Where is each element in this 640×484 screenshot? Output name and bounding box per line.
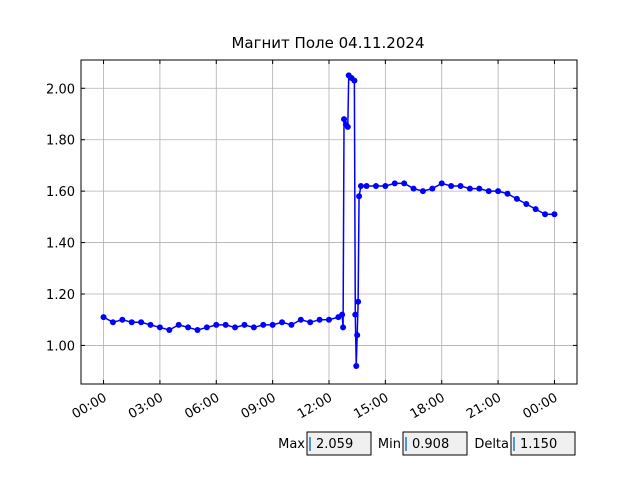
widget-value: 1.150 bbox=[520, 437, 557, 452]
data-point bbox=[326, 316, 332, 323]
data-point bbox=[485, 188, 492, 195]
data-point bbox=[128, 319, 135, 326]
data-point bbox=[495, 188, 502, 195]
widget-label: Max bbox=[278, 437, 305, 452]
widget-label: Delta bbox=[474, 437, 509, 452]
data-point bbox=[341, 116, 348, 123]
data-point bbox=[109, 319, 116, 326]
data-point bbox=[356, 193, 363, 200]
data-point bbox=[279, 319, 286, 326]
data-point bbox=[354, 332, 361, 339]
data-point bbox=[372, 183, 379, 189]
data-point bbox=[410, 185, 417, 192]
data-point bbox=[288, 321, 295, 328]
text-box[interactable] bbox=[402, 431, 468, 456]
data-point bbox=[339, 311, 346, 318]
data-point bbox=[353, 363, 360, 369]
data-point bbox=[551, 211, 558, 218]
data-point bbox=[175, 321, 182, 328]
data-point bbox=[194, 327, 201, 333]
text-box[interactable] bbox=[306, 431, 372, 456]
y-tick-label: 1.20 bbox=[46, 288, 75, 303]
data-point bbox=[429, 185, 436, 192]
data-point bbox=[147, 321, 154, 328]
data-point bbox=[504, 190, 511, 197]
data-point bbox=[241, 321, 248, 328]
data-point bbox=[351, 77, 358, 84]
y-tick-label: 1.40 bbox=[46, 237, 75, 252]
data-point bbox=[357, 183, 364, 189]
data-point bbox=[222, 321, 229, 328]
data-point bbox=[156, 324, 163, 331]
axes-frame bbox=[80, 59, 578, 385]
data-point bbox=[297, 316, 304, 323]
data-point bbox=[466, 185, 473, 192]
data-point bbox=[260, 321, 267, 328]
data-point bbox=[355, 298, 362, 305]
data-point bbox=[363, 183, 370, 189]
data-point bbox=[232, 324, 239, 331]
data-point bbox=[513, 195, 520, 202]
data-point bbox=[203, 324, 210, 331]
widget-label: Min bbox=[378, 437, 401, 452]
chart-title: Магнит Поле 04.11.2024 bbox=[231, 34, 424, 52]
y-tick-label: 2.00 bbox=[46, 82, 75, 97]
data-point bbox=[269, 321, 276, 328]
data-point bbox=[476, 185, 483, 192]
data-point bbox=[119, 316, 126, 323]
data-point bbox=[213, 321, 220, 328]
data-point bbox=[166, 327, 173, 333]
data-point bbox=[307, 319, 314, 326]
data-point bbox=[419, 188, 426, 195]
data-point bbox=[138, 319, 145, 326]
widget-value: 0.908 bbox=[412, 437, 449, 452]
y-tick-label: 1.60 bbox=[46, 185, 75, 200]
data-point bbox=[316, 316, 323, 323]
data-point bbox=[100, 314, 107, 321]
y-tick-label: 1.80 bbox=[46, 134, 75, 149]
data-point bbox=[523, 201, 530, 207]
data-point bbox=[457, 183, 464, 189]
data-point bbox=[344, 123, 351, 130]
widget-value: 2.059 bbox=[316, 437, 353, 452]
data-point bbox=[438, 180, 445, 187]
data-point bbox=[448, 183, 455, 189]
data-point bbox=[382, 183, 389, 189]
text-box[interactable] bbox=[510, 431, 576, 456]
data-point bbox=[542, 211, 549, 218]
data-point bbox=[401, 180, 408, 187]
widgets: Max 2.059 Min 0.908 Delta 1.150 bbox=[278, 431, 576, 456]
data-point bbox=[532, 206, 539, 213]
data-point bbox=[250, 324, 257, 331]
data-point bbox=[185, 324, 192, 331]
data-point bbox=[391, 180, 398, 187]
data-point bbox=[340, 324, 347, 331]
data-point bbox=[352, 311, 359, 318]
y-tick-label: 1.00 bbox=[46, 339, 75, 354]
